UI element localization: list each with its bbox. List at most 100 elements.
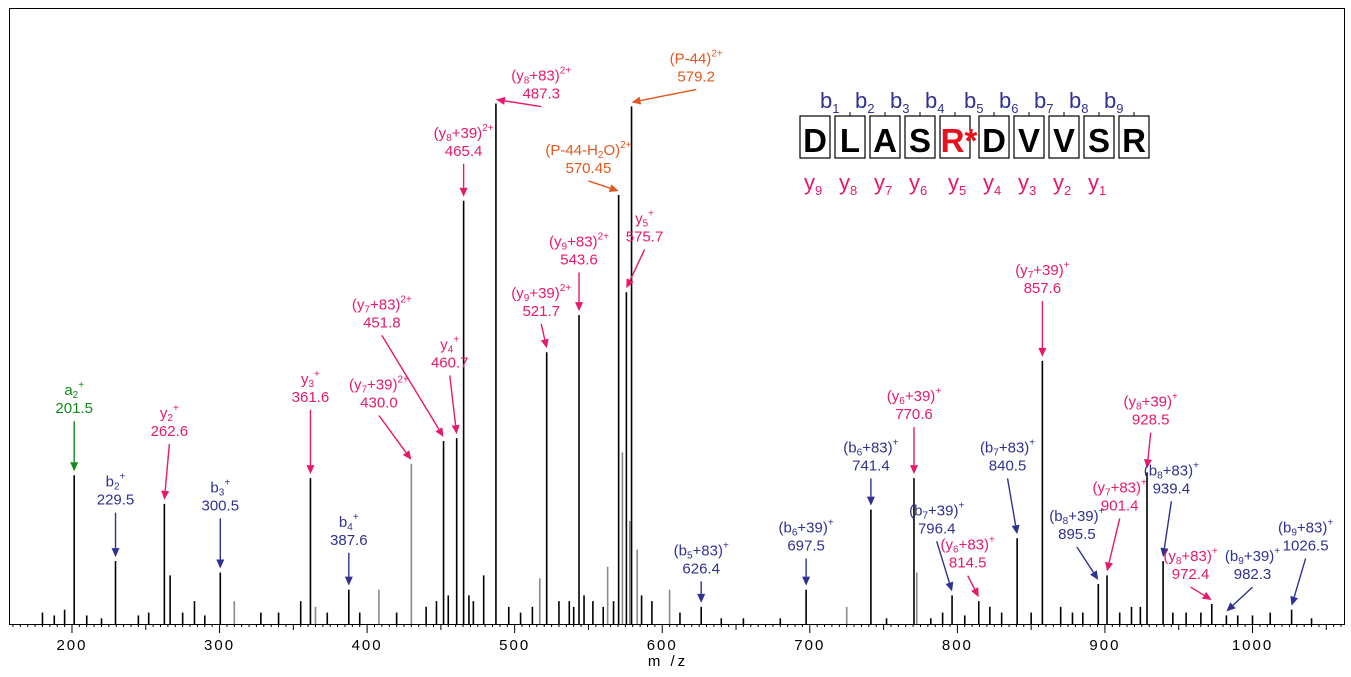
ion-label: (y6+39)+ — [887, 386, 942, 407]
peaks — [41, 103, 1313, 624]
ion-arrow-head — [945, 581, 954, 592]
ion-mass: 770.6 — [895, 406, 933, 423]
residue-letter: L — [840, 122, 860, 159]
ion-arrow — [640, 88, 697, 102]
peak-annotation: (P-44-H2O)2+570.45 — [545, 140, 632, 192]
ion-mass: 570.45 — [566, 160, 612, 177]
peak-annotation: y5+575.7 — [626, 209, 663, 289]
ion-label: (P-44-H2O)2+ — [545, 140, 631, 161]
x-tick-label: 1000 — [1232, 637, 1273, 654]
x-tick-label: 200 — [56, 637, 87, 654]
ion-label: (y9+83)2+ — [549, 231, 609, 252]
residue-letter: S — [909, 122, 931, 159]
b-ion-marker: b7 — [1034, 88, 1053, 116]
ion-label: (b6+39)+ — [779, 517, 834, 538]
ion-arrow-head — [909, 465, 918, 475]
y-ion-marker: y3 — [1018, 170, 1036, 198]
residue-letter: D — [803, 122, 827, 159]
y-ion-marker: y9 — [804, 170, 822, 198]
x-tick-label: 700 — [794, 637, 825, 654]
ion-label: (y6+83)+ — [941, 535, 996, 556]
peak-annotation: (y7+39)+857.6 — [1015, 260, 1070, 357]
ion-mass: 901.4 — [1101, 497, 1139, 514]
peak-annotation: (y8+39)2+465.4 — [434, 123, 494, 197]
peak-annotation: (y8+83)2+487.3 — [495, 66, 571, 108]
ion-mass: 201.5 — [55, 400, 93, 417]
peak-annotation: (y9+39)2+521.7 — [511, 283, 571, 349]
ion-mass: 814.5 — [949, 555, 987, 572]
ion-mass: 895.5 — [1058, 526, 1096, 543]
y-ion-marker: y1 — [1088, 170, 1106, 198]
ion-arrow-head — [802, 576, 811, 586]
ion-label: y4+ — [440, 334, 459, 355]
ion-label: (b5+83)+ — [674, 540, 729, 561]
ion-label: (b7+83)+ — [980, 437, 1035, 458]
ion-label: a2+ — [64, 380, 84, 401]
ion-arrow — [378, 415, 407, 453]
ion-arrow-head — [697, 593, 706, 603]
ion-mass: 928.5 — [1132, 412, 1170, 429]
ion-arrow-head — [971, 587, 979, 598]
peak-annotation: (y8+39)+928.5 — [1124, 392, 1179, 469]
b-ion-marker: b8 — [1069, 88, 1088, 116]
ion-label: y2+ — [160, 403, 179, 424]
peak-annotation: (b6+39)+697.5 — [779, 517, 834, 586]
ion-arrow-head — [1160, 547, 1169, 558]
ion-mass: 387.6 — [330, 532, 368, 549]
ion-arrow-head — [111, 548, 120, 558]
ion-arrow-head — [459, 187, 468, 197]
ion-arrow — [1076, 546, 1094, 573]
residue-box — [939, 115, 971, 159]
ion-label: b4+ — [339, 512, 359, 533]
residue-letter: R* — [941, 122, 978, 159]
b-ion-marker: b2 — [855, 88, 874, 116]
ion-label: b3+ — [210, 477, 230, 498]
peak-annotation: (y7+83)2+451.8 — [352, 294, 444, 437]
ion-arrow — [381, 335, 440, 430]
y-ion-marker: y5 — [948, 170, 966, 198]
y-ion-marker: y2 — [1053, 170, 1071, 198]
ion-mass: 543.6 — [560, 251, 598, 268]
ion-mass: 300.5 — [202, 497, 240, 514]
ion-arrow-head — [1105, 561, 1113, 572]
peak-annotation: (b5+83)+626.4 — [674, 540, 729, 603]
ion-arrow — [1190, 586, 1205, 596]
ion-label: (y8+39)+ — [1124, 392, 1179, 413]
x-tick-label: 300 — [204, 637, 235, 654]
ion-mass: 521.7 — [522, 303, 560, 320]
peak-annotation: (y6+83)+814.5 — [941, 535, 996, 598]
peak-annotation: a2+201.5 — [55, 380, 93, 472]
peak-annotation: (y9+83)2+543.6 — [549, 231, 609, 312]
ion-arrow-head — [495, 96, 506, 105]
ion-label: (y8+83)+ — [1163, 546, 1218, 567]
ion-label: (b9+39)+ — [1225, 546, 1280, 567]
residue-box — [799, 115, 831, 159]
ion-label: (b6+83)+ — [843, 437, 898, 458]
x-tick-label: 400 — [352, 637, 383, 654]
ion-arrow — [164, 444, 171, 491]
peak-annotation: b4+387.6 — [330, 512, 368, 586]
peak-annotation: (b9+39)+982.3 — [1225, 546, 1280, 612]
ion-mass: 972.4 — [1172, 566, 1210, 583]
ion-label: (y7+83)2+ — [352, 294, 412, 315]
peak-annotation: (b6+83)+741.4 — [843, 437, 899, 506]
peak-annotation: (b8+39)+895.5 — [1049, 506, 1105, 580]
y-ion-marker: y7 — [874, 170, 892, 198]
residue-letter: V — [1053, 122, 1075, 159]
residue-box — [1118, 115, 1150, 159]
ion-label: (y7+39)2+ — [349, 374, 409, 395]
peak-annotation: (y8+83)+972.4 — [1163, 546, 1218, 600]
ion-mass: 982.3 — [1234, 566, 1272, 583]
ion-label: y5+ — [635, 209, 654, 230]
ion-arrow-head — [1226, 602, 1236, 612]
x-tick-label: 500 — [499, 637, 530, 654]
ion-arrow — [1163, 501, 1173, 549]
residue-box — [1083, 115, 1115, 159]
ion-arrow-head — [306, 465, 315, 475]
peak-annotation: (y7+39)2+430.0 — [349, 374, 412, 460]
x-tick-label: 800 — [942, 637, 973, 654]
ion-mass: 1026.5 — [1283, 537, 1329, 554]
ion-label: (b9+83)+ — [1278, 517, 1333, 538]
